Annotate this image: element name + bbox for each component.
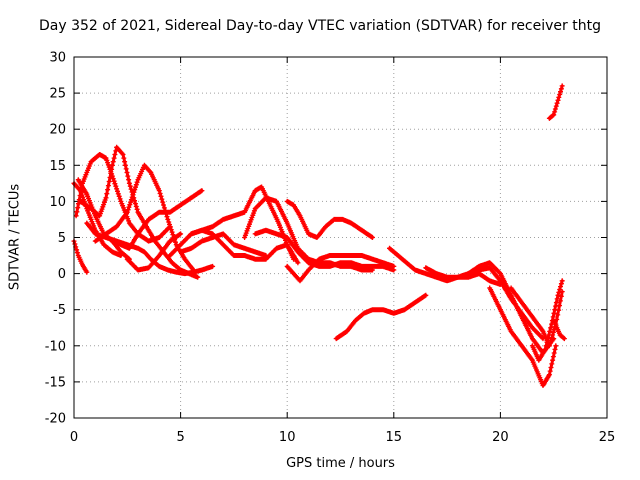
series-points [178,231,269,258]
y-tick-label: -15 [45,375,66,390]
x-tick-label: 15 [386,430,403,445]
series-points [77,144,201,280]
plot-area [71,83,567,388]
y-tick-label: -5 [53,303,66,318]
y-tick-label: 5 [58,231,66,246]
y-tick-label: 30 [49,51,66,66]
x-tick-label: 20 [492,430,509,445]
series-points [546,83,565,121]
series-points [252,227,397,273]
y-tick-label: 20 [49,123,66,138]
series-points [92,162,196,273]
y-tick-label: -10 [45,339,66,354]
series-arc12 [188,184,301,266]
series-points [508,285,565,349]
series-points [284,198,375,240]
x-tick-label: 0 [70,430,78,445]
x-tick-label: 5 [176,430,184,445]
y-tick-label: 10 [49,195,66,210]
series-points [487,285,559,388]
series-points [124,231,184,273]
series-arc25 [551,318,567,342]
x-tick-label: 10 [279,430,296,445]
axis-ticks: -20 -15 -10 -5 0 5 10 15 20 25 30 0 5 10 15 20 25 [45,51,616,446]
y-tick-label: -20 [45,412,66,427]
series-arc14 [252,227,397,273]
series-arc15 [284,198,375,240]
series-arc05 [77,144,201,280]
x-tick-label: 25 [599,430,616,445]
y-tick-label: 15 [49,159,66,174]
series-arc17 [333,292,429,342]
series-arc21 [487,285,559,388]
y-tick-label: 25 [49,87,66,102]
x-axis-label: GPS time / hours [286,456,395,471]
series-arc08 [109,188,205,251]
series-arc16 [284,253,397,284]
series-arc09 [124,231,184,273]
chart-title: Day 352 of 2021, Sidereal Day-to-day VTE… [39,18,601,34]
series-arc03 [73,152,173,244]
series-arc24 [546,83,565,121]
y-tick-label: 0 [58,267,66,282]
series-points [109,188,205,251]
plot-frame [73,56,608,419]
series-points [284,253,397,284]
series-arc11 [178,231,269,258]
series-points [551,318,567,342]
series-points [188,184,301,266]
series-points [333,292,429,342]
